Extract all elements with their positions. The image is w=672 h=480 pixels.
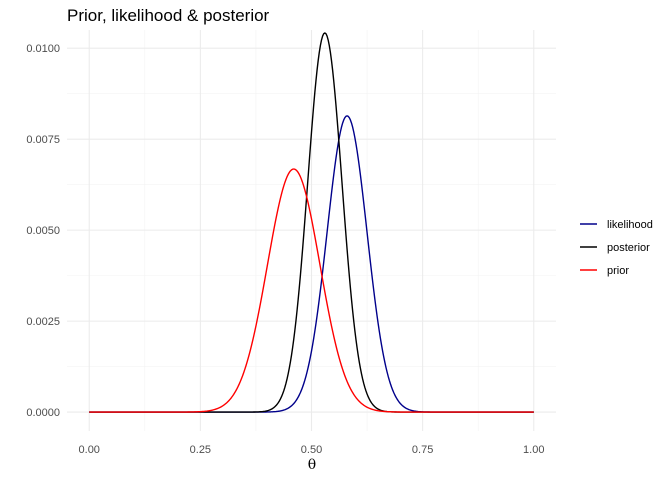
x-axis-label: θ	[308, 457, 316, 473]
x-tick-label: 0.75	[412, 444, 433, 456]
legend-label-posterior: posterior	[607, 242, 650, 254]
series-lines	[89, 32, 534, 413]
legend-label-prior: prior	[607, 265, 629, 277]
y-axis-tick-labels: 0.0000 0.0025 0.0050 0.0075 0.0100	[26, 43, 60, 419]
chart-title: Prior, likelihood & posterior	[67, 6, 270, 25]
y-tick-label: 0.0050	[26, 225, 60, 237]
major-gridlines	[67, 30, 556, 431]
y-tick-label: 0.0000	[26, 407, 60, 419]
x-tick-label: 0.00	[79, 444, 100, 456]
series-line-prior	[89, 168, 534, 413]
legend: likelihood posterior prior	[580, 219, 653, 277]
y-tick-label: 0.0100	[26, 43, 60, 55]
x-tick-label: 1.00	[523, 444, 544, 456]
legend-label-likelihood: likelihood	[607, 219, 653, 231]
x-axis-tick-labels: 0.00 0.25 0.50 0.75 1.00	[79, 444, 545, 456]
x-tick-label: 0.25	[190, 444, 211, 456]
y-tick-label: 0.0025	[26, 316, 60, 328]
x-tick-label: 0.50	[301, 444, 322, 456]
y-tick-label: 0.0075	[26, 134, 60, 146]
